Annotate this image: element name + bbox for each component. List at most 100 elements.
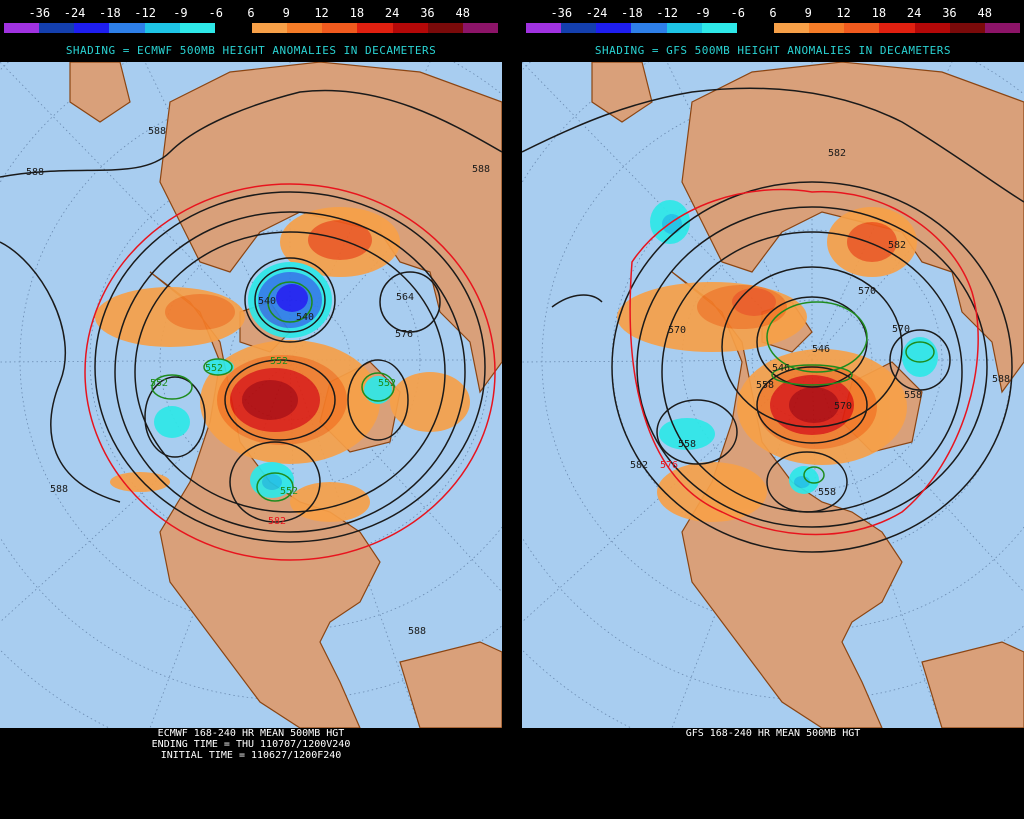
contour-label: 588 bbox=[26, 167, 44, 178]
contour-label: 558 bbox=[678, 439, 696, 450]
contour-green bbox=[151, 281, 395, 502]
color-scale-labels: -36 -24 -18 -12 -9 -6 6 9 12 18 24 36 48 bbox=[0, 6, 502, 22]
contour-label: 588 bbox=[472, 164, 490, 175]
scale-swatch bbox=[109, 23, 145, 33]
height-contours bbox=[0, 89, 502, 543]
anomaly-shading bbox=[95, 207, 470, 522]
contour-red bbox=[629, 188, 979, 536]
color-scale-bar bbox=[526, 23, 1020, 35]
scale-label: 24 bbox=[384, 6, 400, 20]
contour-label: 552 bbox=[270, 356, 288, 367]
footer-line: GFS 168-240 HR MEAN 500MB HGT bbox=[685, 728, 861, 739]
contour-label: 570 bbox=[834, 401, 852, 412]
contour-label: 582 bbox=[888, 240, 906, 251]
scale-swatch bbox=[596, 23, 632, 33]
scale-label: -6 bbox=[730, 6, 745, 20]
scale-label: 48 bbox=[977, 6, 992, 20]
scale-swatch bbox=[4, 23, 40, 33]
scale-swatch bbox=[462, 23, 498, 33]
contour-label: 546 bbox=[812, 344, 830, 355]
scale-label: 18 bbox=[871, 6, 887, 20]
scale-swatch bbox=[74, 23, 110, 33]
contour-label: 552 bbox=[280, 486, 298, 497]
ecmwf-panel: -36 -24 -18 -12 -9 -6 6 9 12 18 24 36 48 SHADING = E… bbox=[0, 0, 502, 819]
landmass bbox=[69, 62, 502, 728]
gfs-panel: -36 -24 -18 -12 -9 -6 6 9 12 18 24 36 48 SHADING = G… bbox=[522, 0, 1024, 819]
scale-swatch bbox=[144, 23, 180, 33]
scale-label: -9 bbox=[173, 6, 188, 20]
contour-label: 558 bbox=[818, 487, 836, 498]
contour-label: 570 bbox=[892, 324, 910, 335]
contour-labels: 588 588 588 588 540 540 552 552 552 552 … bbox=[26, 126, 490, 637]
contour-label: 588 bbox=[148, 126, 166, 137]
ecmwf-map: 588 588 588 588 540 540 552 552 552 552 … bbox=[0, 62, 502, 728]
scale-label: 6 bbox=[247, 6, 255, 20]
shading-title: SHADING = GFS 500MB HEIGHT ANOMALIES IN … bbox=[594, 44, 952, 57]
contour-label: 588 bbox=[408, 626, 426, 637]
scale-swatch bbox=[561, 23, 597, 33]
gfs-map: 582 582 570 570 546 546 558 558 570 558 … bbox=[522, 62, 1024, 728]
contour-label: 552 bbox=[378, 378, 396, 389]
scale-label: -24 bbox=[63, 6, 86, 20]
scale-swatch bbox=[949, 23, 985, 33]
contour-label: 588 bbox=[50, 484, 68, 495]
scale-label: -12 bbox=[656, 6, 678, 20]
contour-label: 564 bbox=[396, 292, 414, 303]
contour-label: 576 bbox=[395, 329, 413, 340]
contour-label: 546 bbox=[772, 363, 790, 374]
contour-label: 552 bbox=[205, 363, 223, 374]
scale-label: -36 bbox=[550, 6, 573, 20]
contour-label: 552 bbox=[150, 378, 168, 389]
contour-label: 558 bbox=[904, 390, 922, 401]
scale-swatch bbox=[879, 23, 915, 33]
scale-label: 9 bbox=[804, 6, 812, 20]
scale-swatch bbox=[214, 23, 252, 35]
contour-label: 570 bbox=[668, 325, 686, 336]
contour-red bbox=[84, 183, 496, 561]
scale-label: 36 bbox=[942, 6, 957, 20]
scale-label: 9 bbox=[282, 6, 290, 20]
scale-label: -12 bbox=[134, 6, 156, 20]
contour-label: 588 bbox=[992, 374, 1010, 385]
scale-label: -9 bbox=[695, 6, 710, 20]
scale-label: 6 bbox=[769, 6, 777, 20]
anomaly-shading bbox=[617, 200, 938, 522]
scale-swatch bbox=[392, 23, 428, 33]
scale-label: -6 bbox=[208, 6, 223, 20]
footer-line: ECMWF 168-240 HR MEAN 500MB HGT bbox=[157, 728, 345, 739]
scale-label: -36 bbox=[28, 6, 51, 20]
scale-swatch bbox=[914, 23, 950, 33]
map-footer: GFS 168-240 HR MEAN 500MB HGT bbox=[522, 728, 1024, 739]
scale-swatch bbox=[526, 23, 562, 33]
scale-swatch bbox=[287, 23, 323, 33]
scale-swatch bbox=[773, 23, 810, 33]
scale-swatch bbox=[736, 23, 774, 35]
map-footer: ECMWF 168-240 HR MEAN 500MB HGT ENDING T… bbox=[0, 728, 502, 761]
scale-swatch bbox=[357, 23, 393, 33]
shading-title: SHADING = ECMWF 500MB HEIGHT ANOMALIES I… bbox=[65, 44, 437, 57]
contour-label: 540 bbox=[258, 296, 276, 307]
scale-label: 12 bbox=[314, 6, 329, 20]
contour-label: 582 bbox=[828, 148, 846, 159]
scale-label: 12 bbox=[836, 6, 851, 20]
contour-label: 582 bbox=[630, 460, 648, 471]
scale-label: -18 bbox=[621, 6, 643, 20]
contour-label: 540 bbox=[296, 312, 314, 323]
contour-label: 582 bbox=[268, 516, 286, 527]
height-contours bbox=[522, 87, 1024, 553]
scale-swatch bbox=[844, 23, 880, 33]
scale-label: -18 bbox=[99, 6, 121, 20]
contour-green bbox=[766, 301, 935, 484]
scale-label: 36 bbox=[420, 6, 435, 20]
contour-label: 576 bbox=[660, 460, 678, 471]
scale-swatch bbox=[251, 23, 288, 33]
scale-swatch bbox=[322, 23, 358, 33]
scale-swatch bbox=[809, 23, 845, 33]
scale-swatch bbox=[631, 23, 667, 33]
footer-line: ENDING TIME = THU 110707/1200V240 bbox=[151, 739, 351, 750]
contour-label: 570 bbox=[858, 286, 876, 297]
color-scale-labels: -36 -24 -18 -12 -9 -6 6 9 12 18 24 36 48 bbox=[522, 6, 1024, 22]
scale-swatch bbox=[666, 23, 702, 33]
scale-label: 24 bbox=[906, 6, 922, 20]
scale-swatch bbox=[39, 23, 75, 33]
